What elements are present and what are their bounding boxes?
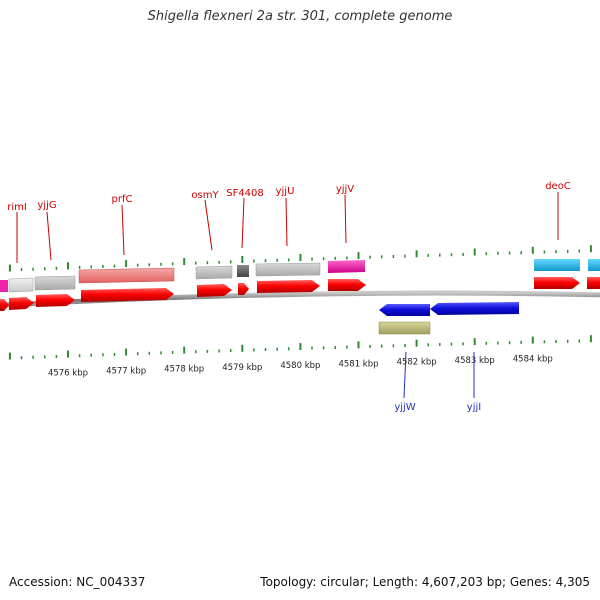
tick-row-top [8, 245, 592, 272]
gene-bar-SF4408[interactable] [237, 265, 249, 277]
gene-label-yjjU[interactable]: yjjU [276, 186, 295, 197]
accession-label: Accession: [9, 575, 73, 589]
leader-yjjU [285, 197, 288, 247]
genes-label: Genes: [509, 575, 552, 589]
gene-label-yjjV[interactable]: yjjV [336, 184, 354, 195]
gene-arrow-next[interactable] [587, 277, 600, 289]
length-label: Length: [372, 575, 419, 589]
feature-category-bars[interactable] [0, 259, 600, 335]
topology-label: Topology: [260, 575, 317, 589]
gene-arrow-yjjW[interactable] [379, 304, 430, 316]
gene-bar-deoC[interactable] [534, 259, 580, 271]
label-leader-lines [16, 192, 559, 399]
gene-bar-rimI[interactable] [8, 277, 34, 293]
leader-yjjV [344, 194, 347, 244]
accession-value: NC_004337 [76, 575, 146, 589]
gene-arrow-osmY[interactable] [197, 284, 232, 297]
gene-arrow-SF4408[interactable] [238, 283, 249, 295]
gene-arrows-plus-strand[interactable] [0, 277, 600, 311]
genome-summary: Topology: circular; Length: 4,607,203 bp… [260, 575, 590, 589]
gene-label-yjjG[interactable]: yjjG [37, 200, 56, 211]
gene-arrows-minus-strand[interactable] [379, 302, 519, 316]
gene-label-rimI[interactable]: rimI [7, 202, 27, 213]
gene-arrow-left-edge[interactable] [0, 299, 9, 311]
leader-prfC [121, 204, 125, 256]
scale-label-4584: 4584 kbp [513, 355, 553, 365]
gene-arrow-yjjU[interactable] [257, 280, 320, 293]
map-title: Shigella flexneri 2a str. 301, complete … [147, 9, 453, 24]
gene-arrow-rimI[interactable] [9, 297, 34, 310]
tick-labels: 4576 kbp 4577 kbp 4578 kbp 4579 kbp 4580 kbp… [48, 355, 553, 379]
gene-bar-rimI-left[interactable] [0, 280, 8, 292]
gene-label-osmY[interactable]: osmY [191, 190, 219, 201]
scale-label-4582: 4582 kbp [397, 358, 437, 368]
gene-bar-next[interactable] [588, 259, 600, 271]
leader-yjjW [403, 351, 407, 399]
gene-label-yjjW[interactable]: yjjW [394, 402, 415, 413]
scale-label-4581: 4581 kbp [338, 359, 378, 369]
gene-bar-yjjW[interactable] [378, 321, 431, 335]
leader-SF4408 [241, 197, 245, 249]
gene-bar-prfC[interactable] [78, 267, 175, 284]
scale-label-4579: 4579 kbp [222, 363, 262, 373]
tick-row-bottom [8, 335, 592, 360]
leader-osmY [204, 199, 213, 251]
accession-info: Accession: NC_004337 [9, 575, 145, 589]
scale-label-4580: 4580 kbp [280, 361, 320, 371]
length-value: 4,607,203 bp; [421, 575, 507, 589]
gene-label-SF4408[interactable]: SF4408 [226, 188, 264, 199]
gene-arrow-prfC[interactable] [81, 288, 174, 302]
topology-value: circular; [320, 575, 369, 589]
gene-arrow-deoC[interactable] [534, 277, 580, 289]
scale-label-4583: 4583 kbp [455, 356, 495, 366]
gene-label-deoC[interactable]: deoC [545, 181, 571, 192]
scale-label-4576: 4576 kbp [48, 369, 88, 379]
gene-arrow-yjjI[interactable] [430, 302, 519, 315]
genes-value: 4,305 [555, 575, 590, 589]
gene-arrow-yjjV[interactable] [328, 279, 366, 291]
gene-arrow-yjjG[interactable] [36, 294, 75, 307]
scale-label-4577: 4577 kbp [106, 367, 146, 377]
gene-label-prfC[interactable]: prfC [112, 194, 133, 205]
gene-bar-yjjU[interactable] [255, 262, 321, 277]
leader-yjjG [46, 211, 52, 261]
scale-label-4578: 4578 kbp [164, 365, 204, 375]
gene-label-yjjI[interactable]: yjjI [467, 402, 481, 413]
chromosome-backbone [0, 290, 600, 308]
gene-bar-yjjG[interactable] [34, 275, 76, 291]
gene-labels[interactable]: rimI yjjG prfC osmY SF4408 yjjU yjjV deo… [7, 181, 571, 413]
gene-bar-yjjV[interactable] [328, 260, 365, 273]
gene-bar-osmY[interactable] [195, 265, 233, 280]
